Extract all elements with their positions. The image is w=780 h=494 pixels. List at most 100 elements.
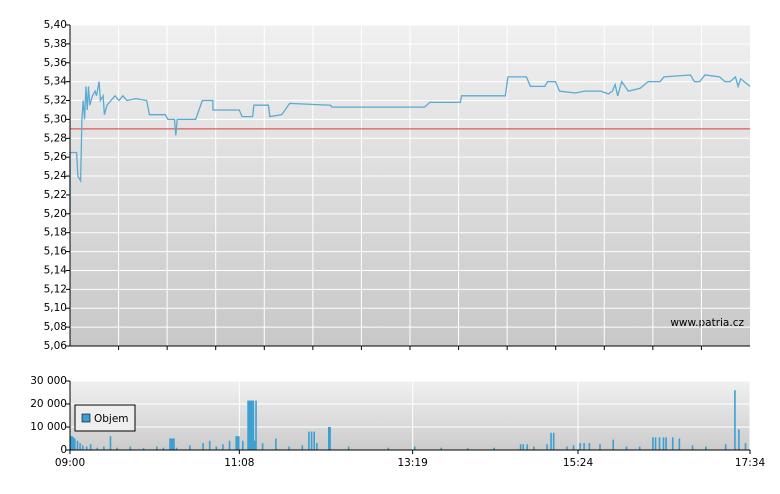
volume-bar <box>155 446 158 450</box>
y-tick-label: 5,26 <box>44 151 68 163</box>
volume-bar <box>241 440 244 450</box>
volume-bar <box>691 445 694 450</box>
y-tick-label: 5,18 <box>44 227 67 239</box>
y-tick-label: 5,12 <box>44 283 67 295</box>
volume-bar <box>550 432 552 450</box>
volume-bar <box>189 445 191 450</box>
volume-bar <box>466 448 469 450</box>
y-tick-label: 5,30 <box>44 113 67 125</box>
volume-bar <box>308 431 310 450</box>
volume-bar <box>252 400 255 450</box>
volume-bar <box>347 446 350 450</box>
y-tick-label: 5,20 <box>44 208 67 220</box>
volume-bar <box>522 444 525 450</box>
volume-bar <box>116 447 118 450</box>
volume-bar <box>248 400 251 450</box>
volume-bar <box>142 448 145 450</box>
y-tick-label: 5,14 <box>44 264 68 276</box>
volume-bar <box>665 437 667 450</box>
volume-bar <box>662 437 665 450</box>
y-tick-label: 5,40 <box>44 19 67 31</box>
volume-bar <box>73 438 76 450</box>
volume-bar <box>678 438 681 450</box>
volume-bar <box>327 427 330 450</box>
volume-bar <box>81 445 84 450</box>
volume-bar <box>519 444 522 450</box>
y-tick-label: 30 000 <box>30 375 67 387</box>
y-tick-label: 5,28 <box>44 132 67 144</box>
volume-bar <box>222 444 224 450</box>
volume-bar <box>734 390 736 450</box>
volume-bar <box>705 446 707 450</box>
volume-bar <box>738 429 740 450</box>
volume-bar <box>208 440 211 450</box>
y-tick-label: 5,36 <box>44 57 68 69</box>
y-tick-label: 5,38 <box>44 38 67 50</box>
volume-bar <box>235 436 237 450</box>
volume-bar <box>238 436 240 450</box>
volume-bar <box>387 447 390 450</box>
y-tick-label: 20 000 <box>30 398 67 410</box>
volume-bar <box>228 440 231 450</box>
volume-bar <box>103 446 105 450</box>
volume-bar <box>546 444 548 450</box>
y-tick-label: 5,08 <box>44 321 67 333</box>
volume-bar <box>162 447 165 450</box>
volume-bar <box>76 440 79 450</box>
volume-bar <box>72 437 75 450</box>
volume-bar <box>638 446 641 450</box>
watermark: www.patria.cz <box>670 317 744 329</box>
volume-bar <box>89 444 92 450</box>
y-tick-label: 5,10 <box>44 302 67 314</box>
volume-bar <box>96 447 99 450</box>
volume-bar <box>202 443 204 450</box>
volume-bar <box>215 446 218 450</box>
volume-bar <box>654 437 657 450</box>
volume-bar <box>329 427 331 450</box>
x-tick-label: 17:34 <box>735 457 766 469</box>
volume-bar <box>236 436 239 450</box>
volume-bar <box>79 443 81 450</box>
volume-bar <box>261 443 264 450</box>
volume-bar <box>310 431 313 450</box>
volume-bar <box>70 436 72 450</box>
volume-bar <box>552 432 555 450</box>
volume-bar <box>247 400 249 450</box>
volume-bar <box>588 443 591 450</box>
volume-bar <box>175 447 178 450</box>
volume-bar <box>744 443 747 450</box>
volume-bar <box>173 438 175 450</box>
volume-bar <box>724 444 727 450</box>
x-tick-label: 09:00 <box>55 457 85 469</box>
volume-bar <box>493 447 495 450</box>
volume-bar <box>612 439 615 450</box>
volume-bar <box>566 446 568 450</box>
volume-bar <box>579 443 581 450</box>
volume-bar <box>572 445 575 450</box>
x-tick-label: 13:19 <box>398 457 428 469</box>
price-line <box>69 74 751 214</box>
volume-bar <box>85 446 88 450</box>
legend-swatch <box>81 413 91 423</box>
volume-bar <box>625 446 628 450</box>
volume-bar <box>171 438 174 450</box>
x-tick-label: 11:08 <box>224 457 254 469</box>
plot-background <box>70 381 750 450</box>
volume-bar <box>251 400 253 450</box>
volume-bar <box>533 446 535 450</box>
volume-bar <box>255 400 257 450</box>
volume-bar <box>249 400 252 450</box>
volume-bar <box>301 445 304 450</box>
volume-bar <box>652 437 654 450</box>
volume-bar <box>658 437 661 450</box>
volume-bar <box>313 431 316 450</box>
volume-bar <box>71 436 73 450</box>
volume-bar <box>316 443 318 450</box>
volume-bar <box>275 438 277 450</box>
volume-bar <box>253 440 256 450</box>
volume-bar <box>671 437 674 450</box>
y-tick-label: 5,24 <box>44 170 68 182</box>
volume-bar <box>599 444 601 450</box>
